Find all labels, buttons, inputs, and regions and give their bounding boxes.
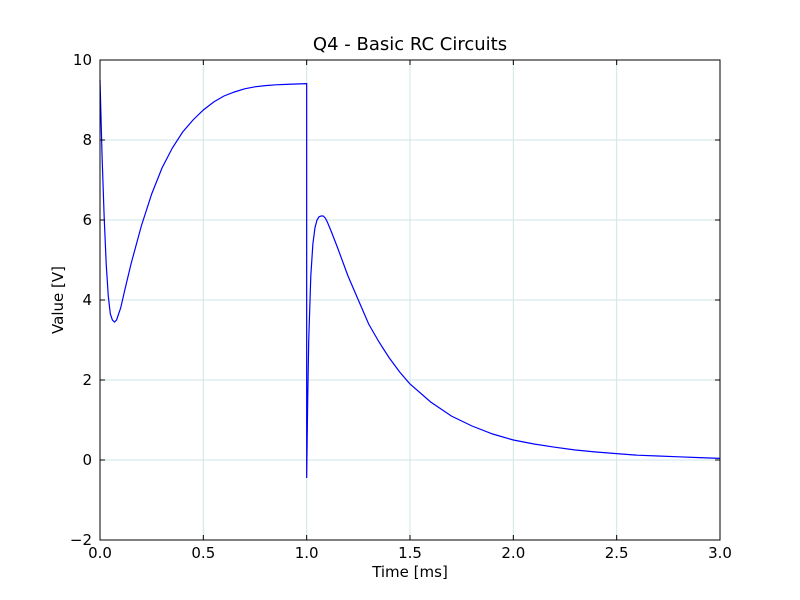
- y-axis-label: Value [V]: [49, 266, 67, 334]
- x-axis-label: Time [ms]: [371, 563, 448, 581]
- y-tick-label: 8: [82, 131, 92, 149]
- x-tick-label: 0.5: [191, 544, 215, 562]
- y-tick-label: −2: [70, 531, 92, 549]
- y-tick-label: 4: [82, 291, 92, 309]
- y-tick-label: 2: [82, 371, 92, 389]
- series-line-0: [99, 79, 721, 479]
- x-tick-label: 2.0: [501, 544, 525, 562]
- y-tick-label: 10: [73, 51, 92, 69]
- x-tick-label: 3.0: [708, 544, 732, 562]
- x-tick-label: 0.0: [88, 544, 112, 562]
- x-tick-label: 1.5: [398, 544, 422, 562]
- x-tick-labels: 0.0 0.5 1.0 1.5 2.0 2.5 3.0: [88, 544, 732, 562]
- tick-marks: [99, 59, 721, 541]
- y-tick-label: 6: [82, 211, 92, 229]
- y-tick-label: 0: [82, 451, 92, 469]
- x-tick-label: 1.0: [295, 544, 319, 562]
- y-tick-labels: −2 0 2 4 6 8 10: [70, 51, 92, 549]
- chart-title: Q4 - Basic RC Circuits: [313, 34, 507, 55]
- series-layer: [99, 79, 721, 479]
- x-tick-label: 2.5: [605, 544, 629, 562]
